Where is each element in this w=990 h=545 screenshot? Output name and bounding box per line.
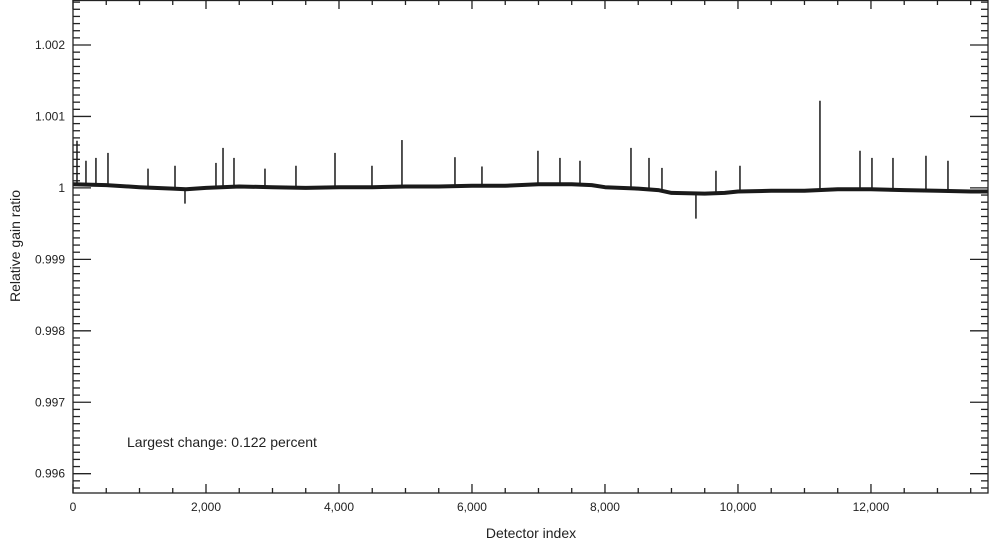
x-tick-label: 6,000	[457, 500, 487, 514]
y-tick-label: 0.997	[35, 395, 65, 409]
baseline-line	[72, 182, 988, 196]
x-tick-label: 4,000	[324, 500, 354, 514]
annotation-largest-change: Largest change: 0.122 percent	[127, 434, 317, 450]
y-tick-label: 0.999	[35, 252, 65, 266]
x-tick-label: 0	[70, 500, 77, 514]
gain-ratio-series	[72, 100, 988, 219]
y-axis-title: Relative gain ratio	[7, 190, 23, 302]
y-tick-label: 1	[58, 181, 65, 195]
x-tick-label: 8,000	[590, 500, 620, 514]
x-tick-label: 12,000	[853, 500, 890, 514]
plot-frame	[72, 0, 989, 494]
x-tick-label: 10,000	[720, 500, 757, 514]
axis-ticks: 0 2,000 4,000 6,000 8,000 10,000 12,000 0.996 0.…	[35, 0, 988, 514]
y-tick-label: 0.996	[35, 467, 65, 481]
y-tick-label: 1.002	[35, 38, 65, 52]
y-tick-label: 0.998	[35, 324, 65, 338]
x-axis-title: Detector index	[486, 525, 576, 541]
y-tick-label: 1.001	[35, 109, 65, 123]
x-tick-label: 2,000	[191, 500, 221, 514]
